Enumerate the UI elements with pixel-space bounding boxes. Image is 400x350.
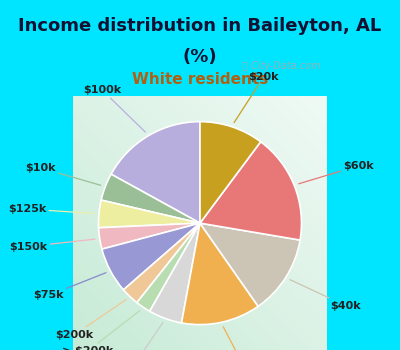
Wedge shape [124, 223, 200, 303]
Text: White residents: White residents [132, 72, 268, 87]
Wedge shape [98, 200, 200, 228]
Text: $10k: $10k [26, 163, 101, 185]
Text: Income distribution in Baileyton, AL: Income distribution in Baileyton, AL [18, 17, 382, 35]
Text: $100k: $100k [83, 85, 145, 132]
Wedge shape [102, 223, 200, 290]
Wedge shape [111, 122, 200, 223]
Text: $30k: $30k [223, 327, 263, 350]
Wedge shape [99, 223, 200, 249]
Text: > $200k: > $200k [62, 310, 140, 350]
Wedge shape [101, 174, 200, 223]
Text: ⓘ City-Data.com: ⓘ City-Data.com [242, 61, 320, 71]
Wedge shape [200, 142, 302, 240]
Wedge shape [150, 223, 200, 323]
Text: $200k: $200k [55, 300, 126, 340]
Wedge shape [182, 223, 258, 324]
Text: $50k: $50k [117, 323, 163, 350]
Text: $40k: $40k [290, 280, 361, 311]
Wedge shape [137, 223, 200, 311]
Wedge shape [200, 223, 300, 306]
Text: $20k: $20k [234, 72, 279, 122]
Text: $60k: $60k [299, 161, 374, 184]
Text: $150k: $150k [9, 239, 95, 252]
Text: (%): (%) [183, 48, 217, 66]
Wedge shape [200, 122, 261, 223]
Text: $125k: $125k [8, 204, 94, 214]
Text: $75k: $75k [33, 273, 106, 300]
